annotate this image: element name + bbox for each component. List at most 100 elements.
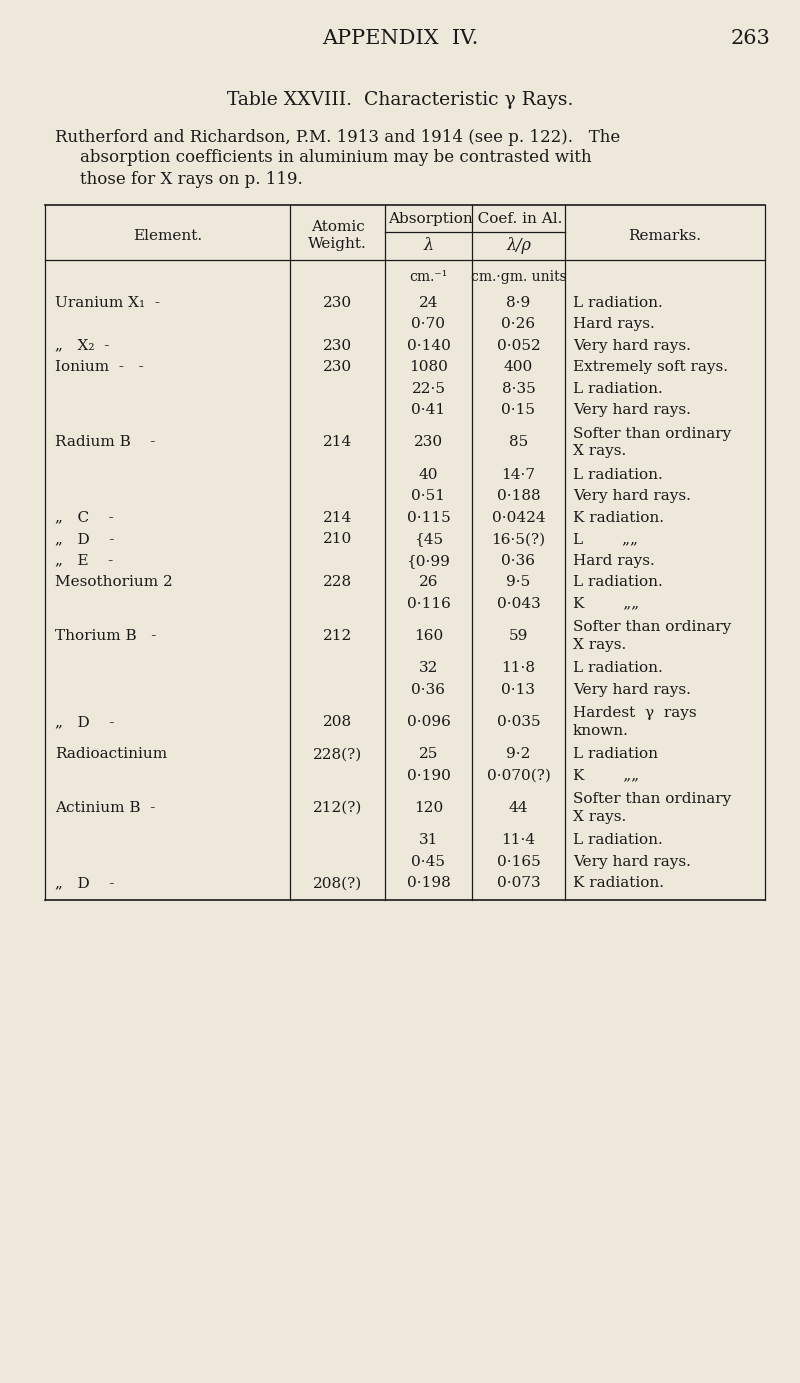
Text: APPENDIX  IV.: APPENDIX IV. <box>322 29 478 47</box>
Text: Ionium  -   -: Ionium - - <box>55 360 144 375</box>
Text: 0·116: 0·116 <box>406 596 450 611</box>
Text: 0·70: 0·70 <box>411 317 446 332</box>
Text: 212(?): 212(?) <box>313 801 362 815</box>
Text: 0·188: 0·188 <box>497 490 540 503</box>
Text: λ: λ <box>423 236 434 253</box>
Text: 8·35: 8·35 <box>502 382 535 396</box>
Text: „   D    -: „ D - <box>55 715 114 729</box>
Text: Table XXVIII.  Characteristic γ Rays.: Table XXVIII. Characteristic γ Rays. <box>227 91 573 109</box>
Text: L radiation.: L radiation. <box>573 833 662 848</box>
Text: 212: 212 <box>323 629 352 643</box>
Text: K        „„: K „„ <box>573 769 639 783</box>
Text: Radium B    -: Radium B - <box>55 436 155 449</box>
Text: L radiation.: L radiation. <box>573 296 662 310</box>
Text: 85: 85 <box>509 436 528 449</box>
Text: 0·198: 0·198 <box>406 877 450 891</box>
Text: L radiation.: L radiation. <box>573 382 662 396</box>
Text: cm.·gm. units: cm.·gm. units <box>470 270 566 284</box>
Text: Actinium B  -: Actinium B - <box>55 801 155 815</box>
Text: those for X rays on p. 119.: those for X rays on p. 119. <box>80 170 302 188</box>
Text: 11·4: 11·4 <box>502 833 535 848</box>
Text: Thorium B   -: Thorium B - <box>55 629 156 643</box>
Text: L radiation.: L radiation. <box>573 661 662 675</box>
Text: 0·070(?): 0·070(?) <box>486 769 550 783</box>
Text: Absorption Coef. in Al.: Absorption Coef. in Al. <box>388 212 562 225</box>
Text: 44: 44 <box>509 801 528 815</box>
Text: Atomic
Weight.: Atomic Weight. <box>308 220 367 252</box>
Text: 25: 25 <box>419 747 438 761</box>
Text: 0·043: 0·043 <box>497 596 540 611</box>
Text: K radiation.: K radiation. <box>573 510 664 524</box>
Text: 24: 24 <box>418 296 438 310</box>
Text: L radiation: L radiation <box>573 747 658 761</box>
Text: 59: 59 <box>509 629 528 643</box>
Text: Very hard rays.: Very hard rays. <box>573 339 691 353</box>
Text: 32: 32 <box>419 661 438 675</box>
Text: 0·073: 0·073 <box>497 877 540 891</box>
Text: 0·15: 0·15 <box>502 404 535 418</box>
Text: 214: 214 <box>323 436 352 449</box>
Text: 0·165: 0·165 <box>497 855 540 869</box>
Text: 0·0424: 0·0424 <box>492 510 546 524</box>
Text: absorption coefficients in aluminium may be contrasted with: absorption coefficients in aluminium may… <box>80 149 592 166</box>
Text: L radiation.: L radiation. <box>573 467 662 481</box>
Text: 8·9: 8·9 <box>506 296 530 310</box>
Text: {0·99: {0·99 <box>406 553 450 568</box>
Text: Softer than ordinary
X rays.: Softer than ordinary X rays. <box>573 792 731 824</box>
Text: Element.: Element. <box>133 228 202 242</box>
Text: „   C    -: „ C - <box>55 510 114 524</box>
Text: 9·5: 9·5 <box>506 575 530 589</box>
Text: 120: 120 <box>414 801 443 815</box>
Text: „   D    -: „ D - <box>55 877 114 891</box>
Text: 0·096: 0·096 <box>406 715 450 729</box>
Text: Mesothorium 2: Mesothorium 2 <box>55 575 173 589</box>
Text: λ/ρ: λ/ρ <box>506 236 531 253</box>
Text: „   D    -: „ D - <box>55 532 114 546</box>
Text: Rutherford and Richardson, P.M. 1913 and 1914 (see p. 122).   The: Rutherford and Richardson, P.M. 1913 and… <box>55 129 620 145</box>
Text: 0·035: 0·035 <box>497 715 540 729</box>
Text: 14·7: 14·7 <box>502 467 535 481</box>
Text: Remarks.: Remarks. <box>629 228 702 242</box>
Text: 0·45: 0·45 <box>411 855 446 869</box>
Text: Hard rays.: Hard rays. <box>573 317 654 332</box>
Text: Uranium X₁  -: Uranium X₁ - <box>55 296 160 310</box>
Text: 1080: 1080 <box>409 360 448 375</box>
Text: 0·052: 0·052 <box>497 339 540 353</box>
Text: 0·41: 0·41 <box>411 404 446 418</box>
Text: 230: 230 <box>323 339 352 353</box>
Text: „   E    -: „ E - <box>55 553 114 568</box>
Text: Softer than ordinary
X rays.: Softer than ordinary X rays. <box>573 620 731 651</box>
Text: 230: 230 <box>323 360 352 375</box>
Text: 228: 228 <box>323 575 352 589</box>
Text: 26: 26 <box>418 575 438 589</box>
Text: 0·190: 0·190 <box>406 769 450 783</box>
Text: L radiation.: L radiation. <box>573 575 662 589</box>
Text: {45: {45 <box>414 532 443 546</box>
Text: 230: 230 <box>414 436 443 449</box>
Text: 31: 31 <box>419 833 438 848</box>
Text: 160: 160 <box>414 629 443 643</box>
Text: 0·26: 0·26 <box>502 317 535 332</box>
Text: 0·13: 0·13 <box>502 683 535 697</box>
Text: Very hard rays.: Very hard rays. <box>573 683 691 697</box>
Text: 263: 263 <box>730 29 770 47</box>
Text: K radiation.: K radiation. <box>573 877 664 891</box>
Text: Softer than ordinary
X rays.: Softer than ordinary X rays. <box>573 426 731 458</box>
Text: 230: 230 <box>323 296 352 310</box>
Text: 0·115: 0·115 <box>406 510 450 524</box>
Text: Very hard rays.: Very hard rays. <box>573 490 691 503</box>
Text: Hardest  γ  rays
known.: Hardest γ rays known. <box>573 707 697 739</box>
Text: „   X₂  -: „ X₂ - <box>55 339 110 353</box>
Text: 0·140: 0·140 <box>406 339 450 353</box>
Text: 16·5(?): 16·5(?) <box>491 532 546 546</box>
Text: 208(?): 208(?) <box>313 877 362 891</box>
Text: 9·2: 9·2 <box>506 747 530 761</box>
Text: 11·8: 11·8 <box>502 661 535 675</box>
Text: 400: 400 <box>504 360 533 375</box>
Text: 0·36: 0·36 <box>502 553 535 568</box>
Text: 40: 40 <box>418 467 438 481</box>
Text: 208: 208 <box>323 715 352 729</box>
Text: 22·5: 22·5 <box>411 382 446 396</box>
Text: 0·51: 0·51 <box>411 490 446 503</box>
Text: Radioactinium: Radioactinium <box>55 747 167 761</box>
